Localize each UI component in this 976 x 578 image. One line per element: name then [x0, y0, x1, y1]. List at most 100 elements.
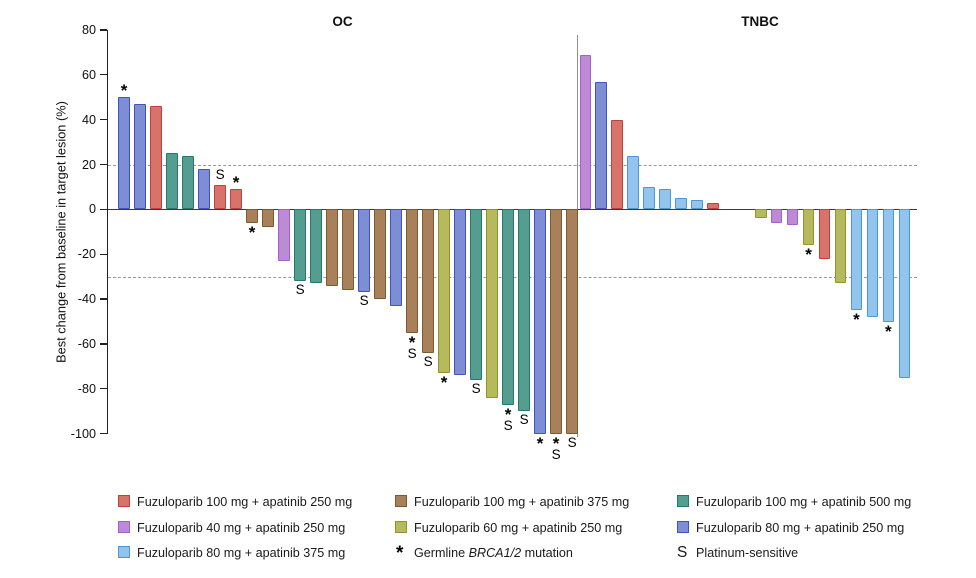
- bar: [438, 209, 450, 374]
- legend-label: Fuzuloparib 80 mg + apatinib 250 mg: [696, 520, 905, 535]
- legend-swatch: [677, 520, 689, 533]
- y-tick: [99, 298, 107, 300]
- bar: [898, 209, 911, 378]
- bar-marker-brca-asterisk: *: [248, 222, 256, 242]
- legend-label: Germline BRCA1/2 mutation: [414, 546, 573, 560]
- bar: [374, 209, 386, 300]
- bar: [534, 209, 546, 434]
- bar: [707, 202, 719, 210]
- legend-swatch: [395, 495, 407, 507]
- bar-marker-brca-asterisk: *: [504, 404, 512, 424]
- bar: [294, 209, 306, 282]
- bar-marker-brca-asterisk: *: [120, 81, 128, 101]
- bar: [611, 119, 623, 210]
- y-tick: [99, 119, 107, 121]
- bar-marker-platinum-s: S: [407, 345, 417, 361]
- legend-label: Fuzuloparib 60 mg + apatinib 250 mg: [414, 520, 623, 535]
- y-tick-label: 20: [81, 157, 96, 172]
- bar-marker-platinum-s: S: [551, 446, 561, 462]
- zero-baseline: [108, 208, 917, 211]
- bar-marker-brca-asterisk: *: [885, 321, 892, 341]
- legend-swatch: [118, 495, 130, 507]
- bar: [406, 209, 418, 333]
- panel-title-oc: OC: [332, 14, 353, 29]
- ref-line-upper: [108, 164, 917, 166]
- bar: [150, 106, 162, 210]
- y-tick-label: -20: [77, 247, 96, 262]
- bar-marker-platinum-s: S: [359, 293, 369, 309]
- bar: [691, 200, 703, 210]
- bar-marker-platinum-s: S: [471, 380, 481, 396]
- plot-area: 80 60 40 20 0 -20 -40 -60 -80 -100 * S * * S S * S S * S * S S *…: [70, 22, 917, 462]
- y-tick-label: 80: [81, 22, 96, 37]
- bar: [659, 189, 671, 210]
- y-axis-line: [106, 29, 108, 434]
- bar: [834, 209, 847, 284]
- bar-marker-platinum-s: S: [519, 412, 529, 428]
- bar-marker-brca-asterisk: *: [536, 433, 544, 453]
- bar: [326, 209, 338, 286]
- bar-marker-platinum-s: S: [567, 434, 577, 450]
- bar: [595, 81, 608, 210]
- y-tick-label: -40: [77, 292, 96, 307]
- bar-marker-brca-asterisk: *: [853, 310, 860, 330]
- bar: [579, 54, 592, 210]
- y-tick-label: 0: [88, 202, 96, 217]
- bar: [118, 97, 130, 210]
- bar: [770, 209, 783, 223]
- bar: [502, 209, 514, 405]
- asterisk-marker-icon: *: [396, 543, 404, 564]
- bar: [342, 209, 354, 291]
- bar: [214, 184, 226, 210]
- legend-label: Fuzuloparib 100 mg + apatinib 500 mg: [696, 495, 912, 509]
- legend: Fuzuloparib 100 mg + apatinib 250 mg Fuzu…: [0, 480, 976, 575]
- bar: [802, 209, 815, 246]
- bar: [850, 209, 863, 311]
- y-tick-label: -80: [77, 381, 96, 396]
- bar: [470, 209, 482, 380]
- bar: [882, 209, 895, 322]
- y-tick-label: -100: [70, 426, 96, 441]
- legend-swatch: [118, 520, 130, 533]
- bar: [643, 186, 655, 210]
- y-tick: [99, 163, 107, 166]
- legend-swatch: [677, 495, 689, 507]
- bar-marker-platinum-s: S: [295, 282, 305, 298]
- legend-label: Fuzuloparib 80 mg + apatinib 375 mg: [137, 546, 346, 560]
- legend-label: Fuzuloparib 40 mg + apatinib 250 mg: [137, 520, 346, 535]
- bar-marker-platinum-s: S: [215, 166, 225, 182]
- legend-swatch: [395, 520, 407, 533]
- bar: [486, 209, 498, 398]
- bar-marker-brca-asterisk: *: [440, 373, 448, 393]
- bar-marker-brca-asterisk: *: [805, 245, 812, 265]
- bar: [818, 209, 831, 259]
- bar-marker-brca-asterisk: *: [408, 332, 416, 352]
- y-tick: [99, 433, 107, 435]
- legend-swatch: [118, 546, 130, 558]
- bar: [566, 209, 578, 434]
- panel-title-tnbc: TNBC: [741, 14, 779, 29]
- bar-marker-platinum-s: S: [503, 417, 513, 433]
- bar: [675, 198, 687, 210]
- s-marker-icon: S: [677, 544, 688, 561]
- y-tick: [99, 74, 107, 76]
- bar: [786, 209, 799, 226]
- bar: [518, 209, 530, 412]
- bar: [754, 209, 767, 219]
- bar: [230, 189, 242, 210]
- bar: [198, 169, 210, 210]
- y-tick: [99, 343, 107, 345]
- bar: [358, 209, 370, 293]
- bar-marker-brca-asterisk: *: [552, 433, 560, 453]
- bar: [182, 155, 194, 210]
- bar: [866, 209, 879, 318]
- bar: [422, 209, 434, 353]
- y-tick-label: 40: [81, 112, 96, 127]
- bar: [550, 209, 562, 434]
- y-tick: [99, 388, 107, 390]
- bar: [627, 155, 639, 210]
- bar: [278, 209, 290, 261]
- bar: [454, 209, 466, 376]
- legend-label: Platinum-sensitive: [696, 546, 799, 560]
